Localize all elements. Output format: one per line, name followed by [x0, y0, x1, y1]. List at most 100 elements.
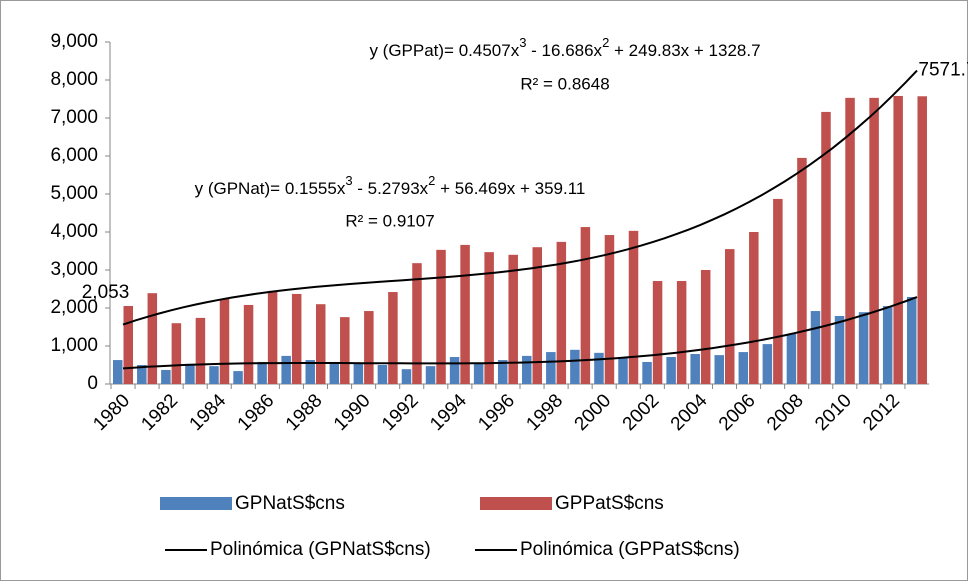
bar	[690, 353, 700, 384]
bar	[556, 241, 567, 384]
equation-part: 2	[428, 173, 435, 188]
bar	[412, 263, 422, 384]
bar	[642, 361, 652, 384]
equation-part: - 16.686x	[526, 41, 602, 60]
legend-label: Polinómica (GPNatS$cns)	[210, 539, 431, 560]
y-tick-label: 7,000	[50, 107, 98, 128]
bar	[460, 244, 470, 384]
bar	[401, 369, 412, 384]
bar	[594, 352, 604, 384]
bar	[570, 349, 580, 384]
equation-part: + 56.469x + 359.11	[435, 179, 585, 198]
y-tick-label: 2,000	[50, 297, 98, 318]
bar	[185, 363, 195, 384]
bar	[377, 365, 388, 384]
bar	[893, 95, 903, 385]
bar	[869, 97, 879, 385]
bar	[267, 290, 278, 384]
y-tick-label: 4,000	[50, 221, 98, 242]
bar	[219, 298, 230, 384]
y-tick-label: 3,000	[50, 259, 98, 280]
bar	[725, 249, 735, 384]
bar	[738, 352, 749, 384]
bar	[834, 315, 845, 384]
bar	[797, 157, 807, 384]
bar	[700, 270, 711, 384]
trendline	[122, 69, 918, 326]
y-tick-label: 9,000	[50, 31, 98, 52]
bar	[425, 366, 436, 384]
equation-part: y (GPPat)= 0.4507x	[369, 41, 519, 60]
bar	[773, 198, 783, 384]
y-tick-label: 5,000	[50, 183, 98, 204]
bar	[436, 249, 446, 384]
trend-r2: R² = 0.8648	[520, 74, 609, 93]
bar	[195, 317, 206, 384]
y-tick-label: 6,000	[50, 145, 98, 166]
equation-part: - 5.2793x	[353, 179, 429, 198]
trend-equation: y (GPPat)= 0.4507x3 - 16.686x2 + 249.83x…	[369, 35, 760, 60]
bar	[305, 360, 315, 384]
bar	[821, 111, 831, 385]
bar	[315, 304, 326, 384]
data-label: 7571.7	[918, 59, 968, 80]
bar	[171, 323, 182, 384]
bar	[353, 363, 364, 384]
bar	[845, 97, 855, 385]
equation-part: y (GPNat)= 0.1555x	[195, 179, 346, 198]
y-tick-label: 8,000	[50, 69, 98, 90]
bar	[858, 312, 869, 384]
legend-swatch	[160, 497, 232, 510]
bar	[676, 281, 687, 384]
equation-part: 2	[602, 35, 609, 50]
bar	[666, 357, 676, 384]
legend-label: GPPatS$cns	[555, 493, 664, 514]
bar	[364, 311, 374, 384]
bar	[449, 357, 460, 384]
bar	[762, 344, 773, 384]
bar	[508, 254, 518, 384]
bar	[786, 333, 797, 384]
legend-label: GPNatS$cns	[235, 493, 345, 514]
bar	[749, 232, 759, 384]
bar	[281, 355, 291, 384]
legend-label: Polinómica (GPPatS$cns)	[520, 539, 740, 560]
bar	[604, 235, 615, 384]
bar	[123, 305, 133, 384]
bar	[580, 227, 591, 384]
y-tick-label: 0	[87, 373, 98, 394]
bar	[810, 311, 821, 384]
bar	[546, 352, 556, 384]
bar	[137, 365, 147, 384]
trend-equation: y (GPNat)= 0.1555x3 - 5.2793x2 + 56.469x…	[195, 173, 586, 198]
bar	[233, 371, 243, 384]
bar	[628, 230, 639, 384]
bar	[147, 293, 158, 384]
bar	[209, 366, 219, 384]
bar	[497, 360, 508, 384]
bar	[291, 293, 302, 384]
bar	[473, 363, 484, 384]
y-tick-label: 1,000	[50, 335, 98, 356]
bar	[257, 361, 267, 384]
bar	[329, 361, 340, 384]
bar	[917, 96, 927, 385]
bar	[714, 355, 724, 384]
bar	[618, 357, 628, 384]
bar	[161, 369, 171, 384]
data-label: 2,053	[82, 282, 130, 303]
bar	[243, 304, 254, 384]
bar	[113, 360, 123, 384]
legend-swatch	[480, 497, 552, 510]
bar	[522, 355, 532, 384]
bar	[340, 317, 350, 384]
equation-part: + 249.83x + 1328.7	[609, 41, 760, 60]
bar	[882, 306, 893, 384]
bar	[906, 296, 917, 384]
bar	[532, 247, 543, 384]
equation-part: 3	[345, 173, 352, 188]
bar	[388, 292, 398, 384]
trend-r2: R² = 0.9107	[345, 211, 434, 230]
bar	[484, 252, 494, 384]
